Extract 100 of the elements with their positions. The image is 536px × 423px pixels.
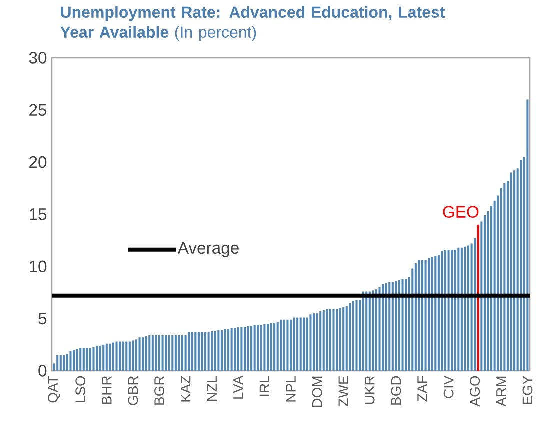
annotation: GEO: [443, 206, 479, 218]
bar: [165, 336, 168, 371]
bar: [220, 330, 223, 371]
bar: [178, 336, 180, 371]
bar: [86, 348, 88, 371]
bar: [424, 260, 427, 371]
bar: [254, 325, 256, 371]
bar: [76, 349, 78, 371]
bar: [142, 338, 144, 371]
y-tick-label: 5: [38, 313, 47, 325]
x-tick-label: BGR: [154, 376, 164, 405]
bar: [329, 309, 332, 371]
bar: [296, 318, 299, 371]
bar: [109, 344, 112, 371]
bar: [414, 264, 417, 371]
bar: [434, 256, 437, 371]
bar: [378, 288, 381, 371]
x-tick-label: BHR: [102, 376, 112, 404]
bar: [375, 290, 378, 371]
bar: [201, 332, 204, 371]
bar: [145, 336, 148, 371]
bar: [188, 332, 190, 371]
bar: [339, 308, 342, 371]
bar: [290, 320, 292, 371]
x-tick-label: ARM: [496, 376, 506, 407]
y-tick-label: 20: [30, 156, 47, 168]
bar: [362, 292, 364, 371]
bar: [148, 336, 151, 371]
bar: [60, 355, 62, 371]
bar: [155, 336, 158, 371]
bar: [89, 348, 92, 371]
bar: [128, 342, 131, 371]
bar: [66, 354, 68, 371]
y-tick-label: 10: [30, 260, 47, 273]
bar: [312, 314, 316, 371]
bar: [208, 332, 210, 371]
bar: [356, 300, 358, 371]
bar: [300, 318, 302, 371]
x-tick-label: NZL: [207, 376, 217, 401]
bar: [234, 328, 236, 371]
bar: [342, 307, 345, 371]
bar: [484, 216, 486, 371]
bar: [92, 346, 95, 371]
bar: [322, 310, 325, 371]
bar: [336, 309, 338, 371]
bar: [168, 336, 170, 371]
bar: [448, 250, 450, 371]
bar: [274, 322, 276, 371]
bar: [514, 170, 516, 371]
bar: [431, 257, 434, 371]
bar: [366, 292, 368, 371]
y-tick-label: 15: [30, 208, 47, 220]
x-tick-label: ZAF: [418, 376, 428, 402]
x-tick-label: BGD: [391, 376, 402, 405]
bar: [458, 248, 460, 371]
bar: [349, 303, 352, 371]
legend-label: Average: [178, 242, 239, 258]
bar: [332, 309, 335, 371]
bar: [352, 301, 354, 371]
y-tick-label: 25: [30, 104, 47, 116]
bar: [260, 325, 262, 371]
bar: [303, 318, 306, 371]
x-tick-label: GBR: [128, 376, 138, 406]
x-tick-label: IRL: [260, 376, 270, 396]
bar: [310, 314, 312, 371]
bar: [257, 325, 260, 371]
bar: [438, 255, 440, 371]
x-tick-label: AGO: [470, 376, 480, 407]
bar: [230, 328, 233, 371]
bar: [135, 340, 138, 371]
x-tick-label: ZWE: [338, 376, 348, 406]
bar: [402, 279, 404, 371]
bar: [158, 336, 161, 371]
bar: [477, 224, 480, 371]
bar: [152, 336, 154, 371]
chart-title: Unemployment Rate: Advanced Education, Latest Year Available (In percent): [60, 6, 445, 42]
x-tick-label: CIV: [444, 376, 454, 398]
bar: [372, 290, 374, 371]
bar: [510, 172, 512, 371]
bar: [250, 326, 253, 371]
bar: [191, 332, 194, 371]
x-tick-label: QAT: [48, 376, 61, 403]
bar: [63, 355, 66, 371]
bar: [96, 346, 98, 371]
bar: [122, 342, 124, 371]
bar: [368, 292, 371, 371]
bar: [526, 100, 529, 371]
bar: [385, 283, 388, 371]
bar: [293, 318, 296, 371]
bar: [211, 331, 214, 371]
x-tick-label: DOM: [312, 376, 322, 408]
bar: [276, 322, 279, 371]
bar: [174, 336, 177, 371]
x-tick-label: EGY: [522, 376, 533, 404]
bar: [162, 336, 164, 371]
y-tick-label: 0: [38, 365, 47, 377]
bar: [418, 260, 420, 371]
bar: [392, 282, 394, 371]
bar: [464, 246, 466, 371]
x-tick-label: LSO: [76, 376, 86, 403]
